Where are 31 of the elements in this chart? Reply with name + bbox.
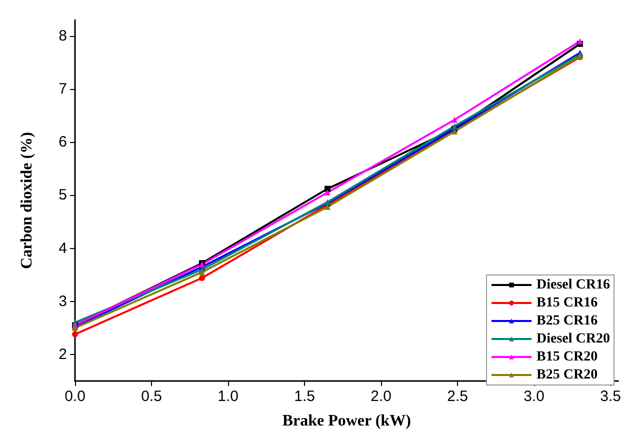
- point: [324, 190, 330, 196]
- point: [576, 38, 583, 44]
- x-tick-label: 3.5: [600, 388, 622, 405]
- x-tick-label: 2.5: [447, 388, 468, 405]
- y-axis-title: Carbon dioxide (%): [18, 132, 36, 269]
- y-tick-label: 4: [58, 240, 67, 257]
- legend-label: Diesel CR20: [536, 332, 610, 346]
- y-tick-label: 8: [58, 27, 67, 44]
- x-tick-label: 1.5: [294, 388, 315, 405]
- x-tick-label: 3.0: [524, 388, 544, 405]
- legend-label: B15 CR20: [536, 350, 598, 364]
- x-tick-label: 2.0: [370, 388, 392, 405]
- y-tick-label: 7: [58, 80, 67, 98]
- point: [199, 275, 206, 282]
- y-tick-label: 6: [58, 134, 67, 151]
- x-axis-title: Brake Power (kW): [282, 412, 411, 430]
- y-tick-label: 5: [58, 186, 67, 204]
- y-tick-label: 2: [58, 346, 67, 363]
- point: [451, 116, 458, 123]
- point: [451, 123, 458, 130]
- legend-label: B25 CR20: [536, 368, 598, 382]
- x-tick-label: 1.0: [218, 388, 238, 405]
- y-tick-label: 3: [58, 292, 67, 310]
- x-tick-label: 0.0: [64, 388, 86, 405]
- point: [199, 269, 206, 276]
- legend-label: B25 CR16: [536, 314, 598, 328]
- legend-label: Diesel CR16: [536, 278, 610, 292]
- point: [72, 331, 78, 338]
- legend-label: B15 CR16: [536, 296, 598, 310]
- x-tick-label: 0.5: [141, 388, 162, 405]
- point: [324, 186, 330, 192]
